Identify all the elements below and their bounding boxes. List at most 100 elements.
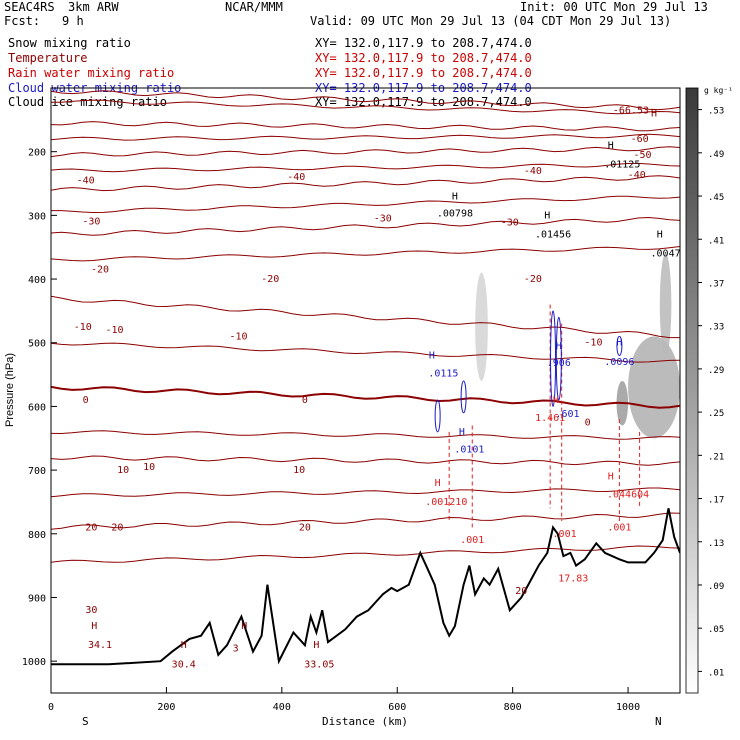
- snow-label-0: H: [452, 191, 458, 202]
- isotherm-10: [51, 455, 680, 466]
- cloudwater-label-5: .906: [547, 358, 571, 369]
- temp-label-18: 0: [302, 395, 308, 406]
- snow-label-4: H: [608, 140, 614, 151]
- temp-label-0: -66.53: [613, 105, 649, 116]
- temp-label-8: -30: [374, 214, 392, 225]
- colorbar-tick-label-1: .05: [708, 625, 724, 635]
- field-snow-name: Snow mixing ratio: [8, 36, 131, 50]
- isotherm--10: [51, 295, 680, 339]
- cloud-water-contour-3: [555, 316, 562, 401]
- cloud-water-contour-0: [434, 399, 441, 433]
- temp-label-10: -20: [91, 265, 109, 276]
- field-temperature-xy: XY= 132.0,117.9 to 208.7,474.0: [315, 51, 532, 65]
- temp-label-23: 20: [85, 522, 97, 533]
- cloud-water-contour-4: [616, 335, 623, 356]
- temp-label-32: H: [241, 621, 247, 632]
- cloud-ice-shading-2: [659, 253, 672, 356]
- temp-label-29: 34.1: [88, 640, 112, 651]
- cloudwater-label-8: .0096: [604, 357, 634, 368]
- temp-label-11: -20: [261, 274, 279, 285]
- south-label: S: [82, 715, 89, 728]
- isotherm-minor-2: [51, 162, 680, 173]
- north-label: N: [655, 715, 662, 728]
- isotherm-minor-0: [51, 99, 680, 115]
- colorbar: [685, 87, 699, 694]
- rain-label-4: 1.461: [535, 413, 565, 424]
- cloudwater-label-3: .0101: [454, 445, 484, 456]
- isotherm--40: [51, 146, 680, 158]
- init-time: Init: 00 UTC Mon 29 Jul 13: [520, 0, 708, 14]
- cloudwater-label-7: H: [616, 338, 622, 349]
- x-tick-label-400: 400: [273, 702, 291, 713]
- rain-label-6: 17.83: [558, 573, 588, 584]
- x-axis-label: Distance (km): [322, 715, 408, 728]
- isotherm-minor-6: [51, 430, 680, 440]
- temp-label-15: -10: [230, 331, 248, 342]
- temp-label-30: H: [181, 640, 187, 651]
- isotherm-minor-4: [51, 246, 680, 262]
- temp-label-6: -40: [524, 166, 542, 177]
- y-tick-label-500: 500: [28, 339, 46, 350]
- temp-label-35: 33.05: [304, 659, 334, 670]
- valid-time: Valid: 09 UTC Mon 29 Jul 13 (04 CDT Mon …: [310, 14, 672, 28]
- temp-label-33: 3: [233, 643, 239, 654]
- temp-label-20: 10: [117, 465, 129, 476]
- y-tick-label-1000: 1000: [22, 657, 46, 668]
- isotherm--60: [51, 90, 680, 111]
- temp-label-17: 0: [83, 395, 89, 406]
- cloudwater-label-2: H: [459, 427, 465, 438]
- colorbar-tick-label-8: .33: [708, 323, 724, 333]
- colorbar-tick-label-3: .13: [708, 539, 724, 549]
- rain-label-1: .001210: [425, 497, 467, 508]
- cloudwater-label-4: H: [556, 341, 562, 352]
- colorbar-tick-label-13: .53: [708, 107, 724, 117]
- x-tick-label-800: 800: [504, 702, 522, 713]
- temp-label-25: 20: [299, 522, 311, 533]
- cloud-water-contour-2: [550, 310, 557, 407]
- cloud-ice-shading-0: [475, 272, 488, 381]
- rain-label-2: .001: [460, 535, 484, 546]
- y-tick-label-600: 600: [28, 402, 46, 413]
- forecast-hours: 9 h: [62, 14, 84, 28]
- temp-label-24: 20: [111, 522, 123, 533]
- y-tick-label-300: 300: [28, 211, 46, 222]
- colorbar-tick-label-7: .29: [708, 366, 724, 376]
- rain-label-7: H: [608, 471, 614, 482]
- temp-label-7: -30: [82, 217, 100, 228]
- temp-label-3: -40: [628, 170, 646, 181]
- temp-label-21: 10: [143, 462, 155, 473]
- field-temperature-name: Temperature: [8, 51, 88, 65]
- snow-label-5: .01125: [604, 159, 640, 170]
- colorbar-tick-label-10: .41: [708, 236, 724, 246]
- temp-label-28: H: [91, 621, 97, 632]
- rain-label-5: .001: [553, 529, 577, 540]
- temp-label-1: -60: [631, 134, 649, 145]
- x-tick-label-600: 600: [388, 702, 406, 713]
- colorbar-tick-label-12: .49: [708, 150, 724, 160]
- temp-label-12: -20: [524, 274, 542, 285]
- temp-label-2: -50: [633, 150, 651, 161]
- temp-label-13: -10: [74, 322, 92, 333]
- colorbar-tick-label-6: .25: [708, 409, 724, 419]
- y-tick-label-800: 800: [28, 530, 46, 541]
- x-tick-label-1000: 1000: [616, 702, 640, 713]
- rain-label-8: .044604: [607, 489, 649, 500]
- cloudwater-label-0: H: [429, 350, 435, 361]
- colorbar-tick-label-4: .17: [708, 496, 724, 506]
- forecast-label: Fcst:: [4, 14, 41, 28]
- field-snow-xy: XY= 132.0,117.9 to 208.7,474.0: [315, 36, 532, 50]
- resolution-label: 3km ARW: [68, 0, 119, 14]
- snow-label-1: .00798: [437, 208, 473, 219]
- temp-label-36: H: [651, 108, 657, 119]
- cloud-ice-shading-1: [628, 336, 680, 439]
- colorbar-tick-label-9: .37: [708, 279, 724, 289]
- temp-label-34: H: [313, 640, 319, 651]
- temp-label-4: -40: [77, 175, 95, 186]
- org-label: NCAR/MMM: [225, 0, 283, 14]
- y-tick-label-200: 200: [28, 148, 46, 159]
- snow-label-6: H: [657, 229, 663, 240]
- temp-label-14: -10: [105, 325, 123, 336]
- rain-label-0: H: [435, 478, 441, 489]
- x-tick-label-200: 200: [157, 702, 175, 713]
- y-tick-label-700: 700: [28, 466, 46, 477]
